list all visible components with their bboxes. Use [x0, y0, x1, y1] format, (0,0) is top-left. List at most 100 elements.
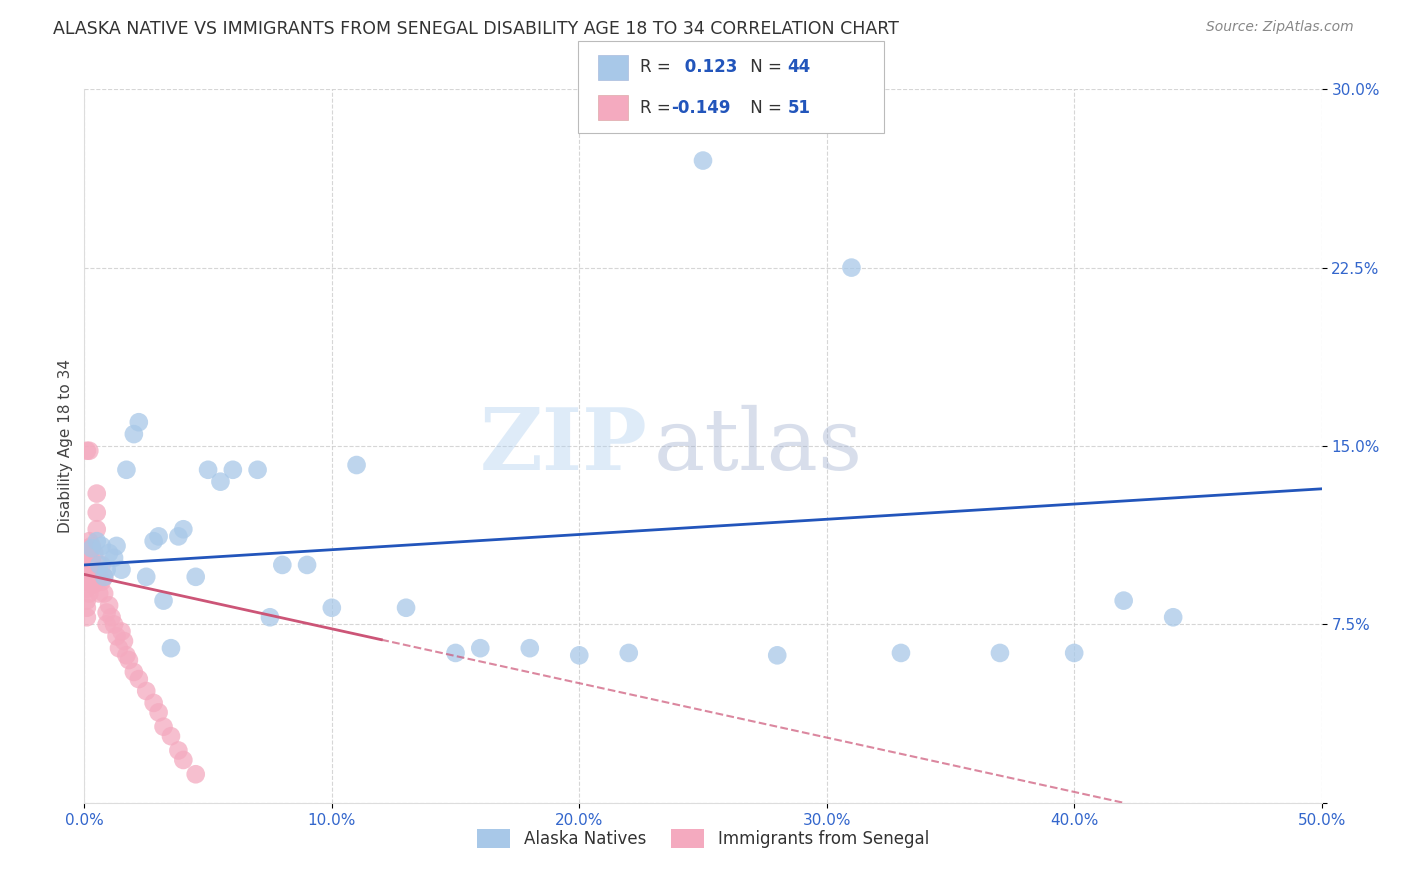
- Point: [79, 546, 101, 560]
- Y-axis label: Disability Age 18 to 34: Disability Age 18 to 34: [58, 359, 73, 533]
- Point: [184, 570, 207, 584]
- Text: N =: N =: [745, 99, 787, 117]
- Text: R =: R =: [640, 99, 676, 117]
- Point: [76, 582, 98, 596]
- Point: [86, 506, 108, 520]
- Point: [89, 570, 111, 584]
- Text: ZIP: ZIP: [479, 404, 647, 488]
- Point: [93, 570, 115, 584]
- Point: [568, 648, 591, 663]
- Point: [83, 546, 105, 560]
- Point: [152, 720, 174, 734]
- Point: [172, 753, 194, 767]
- Point: [988, 646, 1011, 660]
- Point: [128, 415, 150, 429]
- Point: [1161, 610, 1184, 624]
- Point: [79, 534, 101, 549]
- Point: [295, 558, 318, 572]
- Point: [115, 463, 138, 477]
- Point: [135, 570, 157, 584]
- Point: [76, 610, 98, 624]
- Point: [142, 534, 165, 549]
- Point: [76, 600, 98, 615]
- Point: [89, 586, 111, 600]
- Point: [519, 641, 541, 656]
- Point: [148, 529, 170, 543]
- Point: [83, 563, 105, 577]
- Point: [103, 617, 125, 632]
- Legend: Alaska Natives, Immigrants from Senegal: Alaska Natives, Immigrants from Senegal: [471, 822, 935, 855]
- Point: [86, 534, 108, 549]
- Point: [80, 541, 103, 556]
- Point: [692, 153, 714, 168]
- Point: [128, 672, 150, 686]
- Text: R =: R =: [640, 58, 676, 77]
- Point: [197, 463, 219, 477]
- Point: [122, 665, 145, 679]
- Point: [259, 610, 281, 624]
- Text: atlas: atlas: [654, 404, 863, 488]
- Point: [110, 563, 132, 577]
- Point: [86, 522, 108, 536]
- Point: [152, 593, 174, 607]
- Point: [76, 574, 98, 589]
- Text: ALASKA NATIVE VS IMMIGRANTS FROM SENEGAL DISABILITY AGE 18 TO 34 CORRELATION CHA: ALASKA NATIVE VS IMMIGRANTS FROM SENEGAL…: [53, 20, 900, 37]
- Point: [89, 558, 111, 572]
- Point: [80, 553, 103, 567]
- Point: [83, 577, 105, 591]
- Point: [93, 570, 115, 584]
- Point: [890, 646, 912, 660]
- Point: [108, 641, 131, 656]
- Point: [103, 550, 125, 565]
- Text: 44: 44: [787, 58, 811, 77]
- Point: [96, 563, 118, 577]
- Point: [115, 648, 138, 663]
- Point: [766, 648, 789, 663]
- Point: [76, 541, 98, 556]
- Point: [122, 427, 145, 442]
- Point: [79, 586, 101, 600]
- Point: [246, 463, 269, 477]
- Point: [142, 696, 165, 710]
- Point: [100, 610, 122, 624]
- Point: [80, 565, 103, 579]
- Point: [86, 486, 108, 500]
- Point: [1112, 593, 1135, 607]
- Point: [96, 617, 118, 632]
- Point: [470, 641, 492, 656]
- Point: [167, 529, 190, 543]
- Point: [222, 463, 245, 477]
- Point: [76, 546, 98, 560]
- Point: [148, 706, 170, 720]
- Point: [80, 577, 103, 591]
- Point: [79, 574, 101, 589]
- Point: [76, 593, 98, 607]
- Point: [118, 653, 141, 667]
- Point: [98, 599, 121, 613]
- Point: [90, 574, 112, 589]
- Point: [98, 546, 121, 560]
- Point: [110, 624, 132, 639]
- Text: 51: 51: [787, 99, 810, 117]
- Point: [135, 684, 157, 698]
- Point: [617, 646, 640, 660]
- Point: [160, 729, 183, 743]
- Point: [172, 522, 194, 536]
- Point: [167, 743, 190, 757]
- Point: [160, 641, 183, 656]
- Point: [79, 443, 101, 458]
- Point: [90, 558, 112, 572]
- Text: Source: ZipAtlas.com: Source: ZipAtlas.com: [1206, 20, 1354, 34]
- Point: [90, 539, 112, 553]
- Text: N =: N =: [745, 58, 787, 77]
- Point: [1063, 646, 1085, 660]
- Point: [79, 563, 101, 577]
- Point: [271, 558, 294, 572]
- Point: [76, 565, 98, 579]
- Point: [96, 606, 118, 620]
- Point: [346, 458, 368, 472]
- Text: -0.149: -0.149: [671, 99, 730, 117]
- Point: [105, 629, 128, 643]
- Text: 0.123: 0.123: [679, 58, 738, 77]
- Point: [105, 539, 128, 553]
